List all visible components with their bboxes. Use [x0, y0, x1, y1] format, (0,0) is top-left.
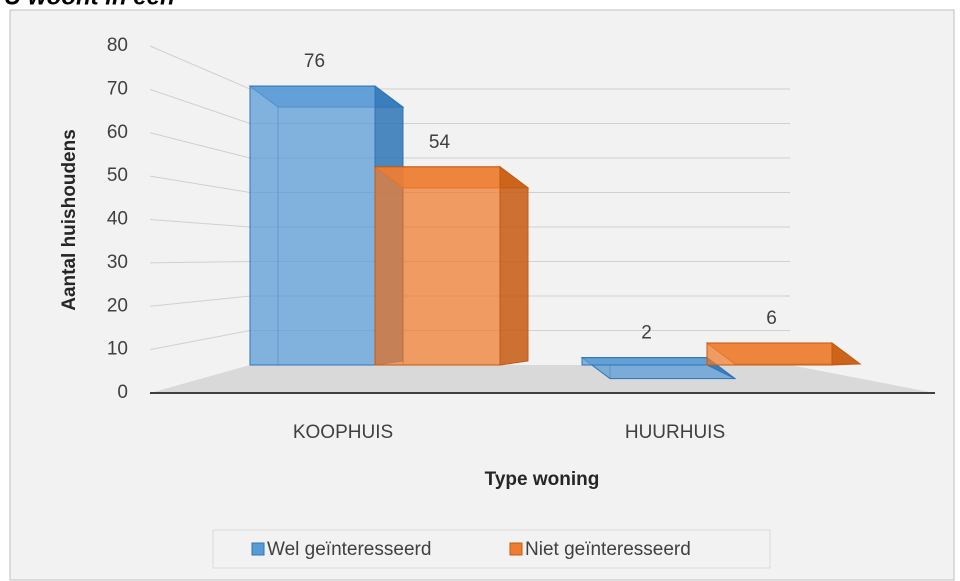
x-axis-title: Type woning [485, 469, 600, 490]
y-tick-label: 40 [107, 209, 128, 230]
chart-title: U woont in een [4, 0, 175, 10]
x-tick-label: KOOPHUIS [293, 422, 393, 443]
y-tick-label: 70 [107, 78, 128, 99]
y-tick-label: 30 [107, 252, 128, 273]
legend [212, 529, 771, 569]
bar [374, 166, 501, 366]
value-label: 54 [429, 132, 451, 153]
y-tick-label: 0 [117, 382, 128, 403]
value-label: 6 [766, 308, 777, 329]
bar [249, 85, 376, 366]
bar [581, 357, 708, 366]
legend-label: Wel geïnteresseerd [267, 539, 431, 560]
legend-label: Niet geïnteresseerd [525, 539, 691, 560]
y-axis-title: Aantal huishoudens [59, 129, 80, 311]
bar-side [499, 165, 529, 366]
y-tick-label: 10 [107, 339, 128, 360]
y-tick-label: 80 [107, 35, 128, 56]
y-tick-label: 60 [107, 122, 128, 143]
value-label: 2 [641, 323, 652, 344]
legend-swatch [251, 542, 265, 556]
bar [706, 342, 833, 366]
value-label: 76 [304, 51, 325, 72]
legend-swatch [509, 542, 523, 556]
y-tick-label: 50 [107, 165, 128, 186]
x-tick-label: HUURHUIS [625, 422, 725, 443]
y-tick-label: 20 [107, 295, 128, 316]
bar-3d [373, 165, 530, 366]
floor [150, 365, 935, 393]
bar-3d [705, 341, 862, 366]
